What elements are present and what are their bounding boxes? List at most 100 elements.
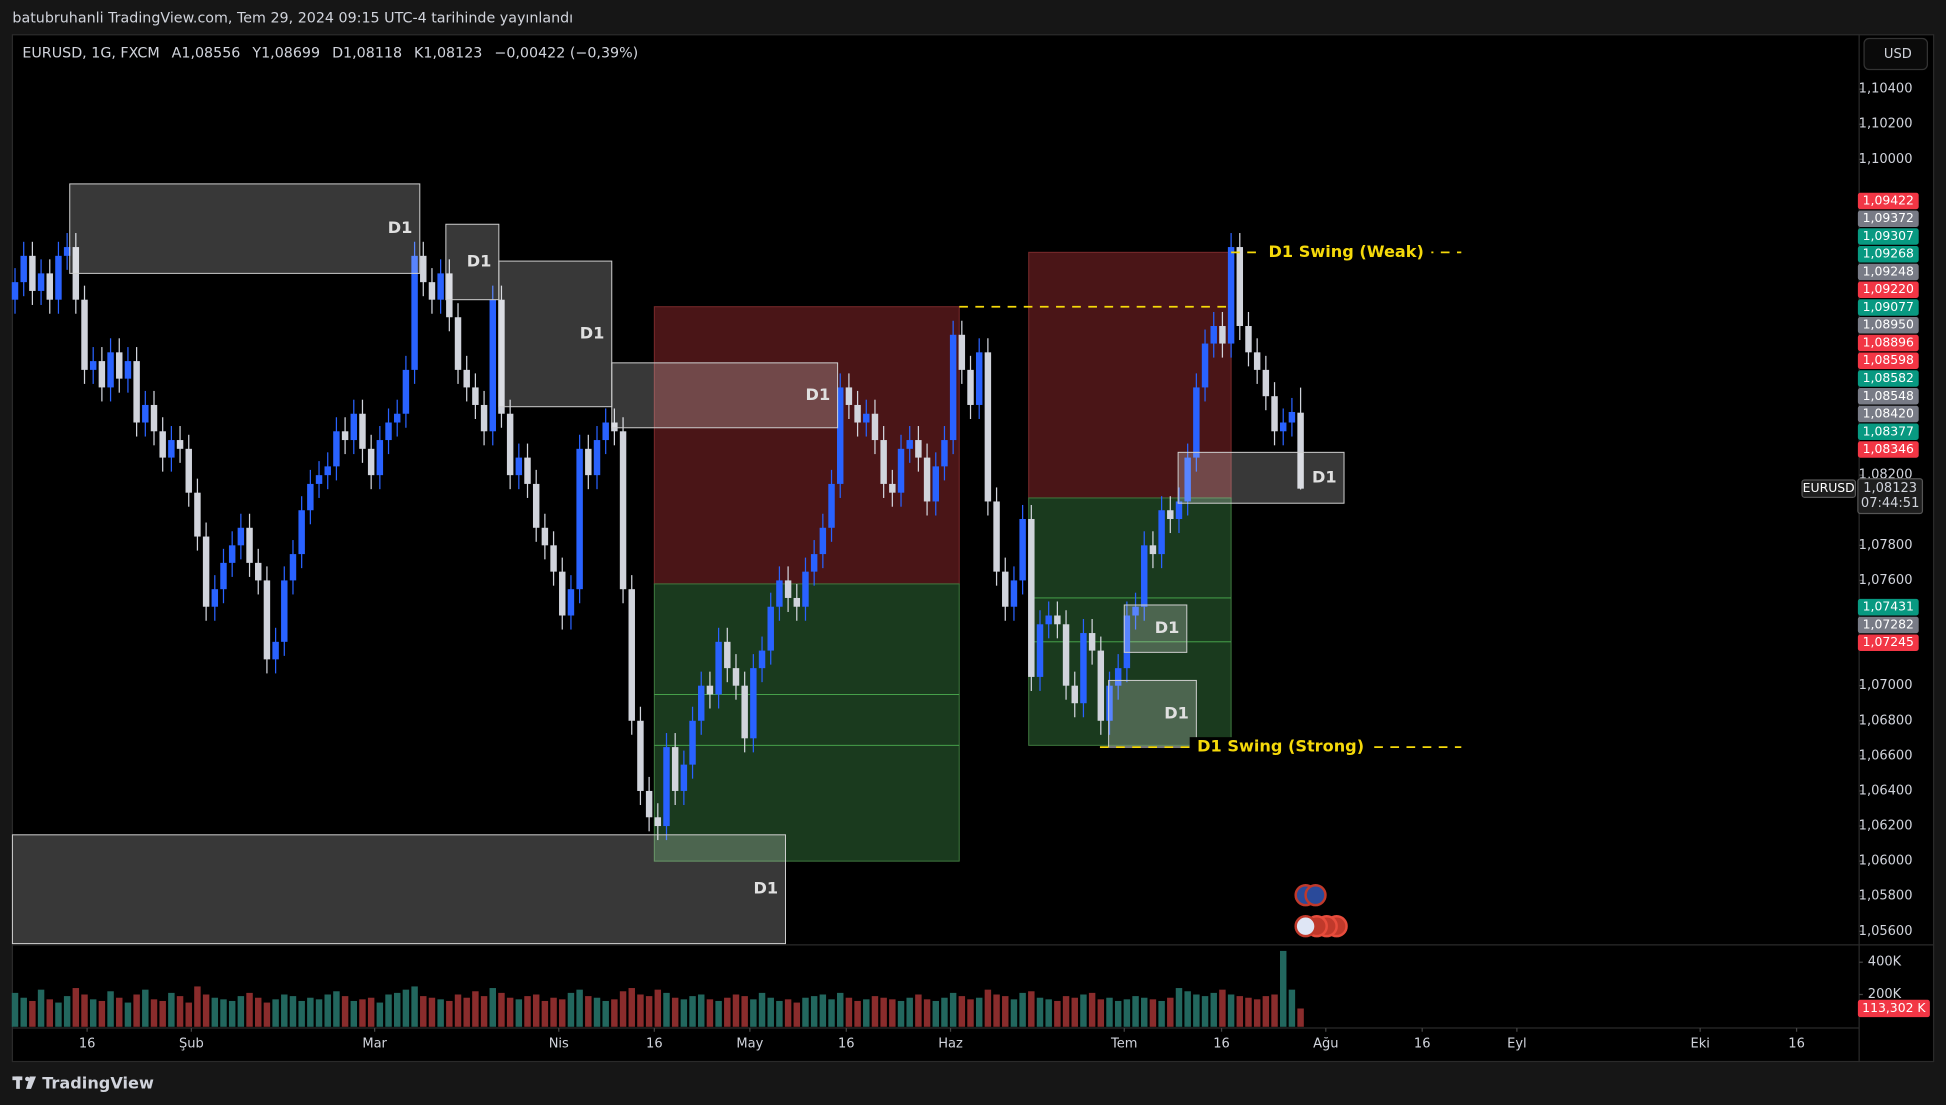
candle-body [732,668,740,686]
volume-bar [142,989,149,1027]
candle-body [98,361,106,388]
candle-body [1245,326,1252,353]
volume-bar [211,997,219,1027]
zone-label: D1 [753,879,778,898]
candle-body [863,413,870,423]
volume-bar [194,986,201,1027]
candle-body [489,299,496,432]
candle-body [1149,545,1157,555]
volume-bar [567,992,575,1027]
volume-bar [437,999,444,1027]
price-tag-label: 1,09268 [1863,246,1914,261]
volume-bar [385,994,392,1027]
volume-bar [376,1002,384,1027]
volume-bar [932,1000,939,1027]
candle-body [1045,615,1052,625]
volume-bar [1019,992,1026,1027]
volume-bar [89,999,97,1027]
volume-bar [1210,992,1217,1027]
price-tag [1857,210,1919,227]
candle-body [585,448,592,476]
candle-body [1227,247,1235,344]
logo-part [26,1076,36,1089]
swing-label-bg [1189,737,1372,758]
volume-bar [845,997,853,1027]
volume-bar [350,1000,358,1027]
candle-body [428,282,436,300]
candle-body [1167,510,1174,520]
currency-button[interactable] [1863,37,1929,71]
volume-bar [1054,1000,1061,1027]
price-tag-label: 1,07282 [1863,616,1914,631]
candle-body [836,387,844,484]
candle-body [645,790,653,818]
candle-body [854,404,861,423]
zone-label: D1 [467,251,492,270]
candle-body [298,510,305,555]
x-tick-label: 16 [646,1037,663,1052]
volume-bar [611,999,618,1027]
candle-body [1210,326,1217,344]
volume-bar [854,1000,861,1027]
volume-bar [750,999,757,1027]
volume-bar [428,997,436,1027]
volume-bar [828,999,835,1027]
volume-bar [480,996,488,1027]
x-tick-label: 16 [1213,1037,1230,1052]
candle-body [750,668,757,739]
candle-body [393,413,401,423]
symbol-tag-label: EURUSD [1803,480,1855,495]
candle-body [897,448,905,493]
volume-bar [1167,997,1174,1027]
price-tag-label: 1,08346 [1863,441,1914,456]
x-tick-label: Tem [1110,1037,1137,1052]
x-tick-label: Ağu [1313,1037,1338,1052]
x-tick-label: 16 [1788,1037,1805,1052]
volume-bar [333,991,340,1027]
candle-body [1279,422,1287,432]
volume-bar [1028,991,1035,1027]
x-tick-label: Haz [938,1037,963,1052]
volume-bar [915,994,922,1027]
volume-bar [576,989,583,1027]
volume-bar [506,997,514,1027]
candle-body [1262,369,1270,397]
last-price-label: 1,08123 [1863,481,1917,496]
price-tag [1857,228,1919,245]
volume-bar [706,999,714,1027]
price-tag [1857,299,1919,316]
price-tag-label: 1,09307 [1863,228,1914,243]
candle-body [463,369,470,388]
candle-body [758,650,766,669]
zone-label: D1 [1164,703,1189,722]
currency-label[interactable]: USD [1884,47,1912,62]
candle-body [871,413,879,441]
candle-body [220,562,227,590]
logo-part [25,1076,30,1082]
candle-body [550,545,557,572]
candle-body [159,431,166,458]
volume-tick-label: 400K [1868,955,1902,970]
zone-box [498,260,613,408]
volume-bar [237,996,245,1027]
volume-bar [1149,999,1157,1027]
volume-bar [1219,989,1226,1027]
price-tag-label: 1,09372 [1863,210,1914,225]
candle-body [376,440,384,476]
volume-bar [724,997,731,1027]
candle-body [515,457,523,476]
volume-bar [185,1002,192,1027]
candle-body [176,440,184,449]
volume-bar [1193,994,1200,1027]
volume-bar [463,997,470,1027]
volume-bar [1002,996,1009,1027]
y-tick-label: 1,06000 [1859,854,1913,869]
volume-bar [645,996,653,1027]
candle-body [168,440,175,458]
volume-bar [454,994,462,1027]
legend-change: −0,00422 (−0,39%) [494,45,638,61]
volume-bar [680,999,688,1027]
volume-bar [515,999,523,1027]
candle-body [20,255,27,283]
volume-bar [116,997,123,1027]
